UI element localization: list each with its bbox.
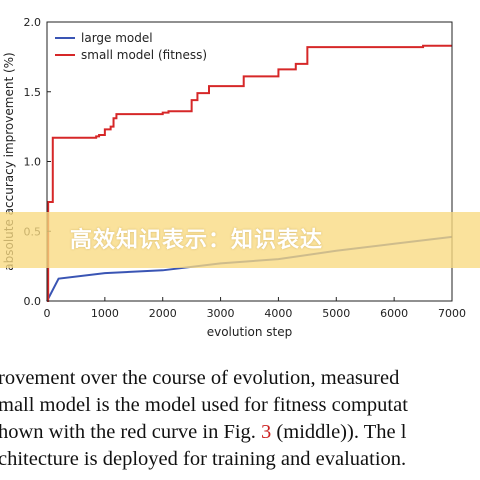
- series-line-small-model: [47, 44, 452, 302]
- x-tick-label: 7000: [438, 307, 466, 320]
- caption-text: (middle)). The l: [271, 421, 407, 443]
- x-tick-label: 4000: [264, 307, 292, 320]
- x-tick-label: 1000: [91, 307, 119, 320]
- accuracy-improvement-chart: 010002000300040005000600070000.00.51.01.…: [2, 16, 466, 339]
- figure-reference-link[interactable]: 3: [261, 421, 272, 443]
- legend-label-large-model: large model: [81, 31, 153, 45]
- figure-caption: rovement over the course of evolution, m…: [0, 366, 480, 480]
- caption-text: hown with the red curve in Fig.: [0, 421, 262, 443]
- y-tick-label: 1.0: [24, 156, 42, 169]
- y-tick-label: 2.0: [24, 16, 42, 29]
- x-tick-label: 5000: [322, 307, 350, 320]
- x-tick-label: 3000: [207, 307, 235, 320]
- watermark-banner: [0, 212, 480, 268]
- caption-line: hown with the red curve in Fig. 3 (middl…: [0, 420, 406, 444]
- legend-label-small-model: small model (fitness): [81, 48, 207, 62]
- watermark-text: 高效知识表示：知识表达: [70, 228, 324, 253]
- caption-line: mall model is the model used for fitness…: [0, 394, 408, 416]
- y-tick-label: 0.0: [24, 295, 42, 308]
- y-tick-label: 1.5: [24, 86, 42, 99]
- x-tick-label: 2000: [149, 307, 177, 320]
- legend: large model small model (fitness): [55, 31, 207, 62]
- x-axis-title: evolution step: [207, 325, 293, 339]
- caption-line: rovement over the course of evolution, m…: [0, 367, 400, 389]
- caption-line: chitecture is deployed for training and …: [0, 448, 407, 470]
- x-tick-label: 0: [44, 307, 51, 320]
- x-tick-label: 6000: [380, 307, 408, 320]
